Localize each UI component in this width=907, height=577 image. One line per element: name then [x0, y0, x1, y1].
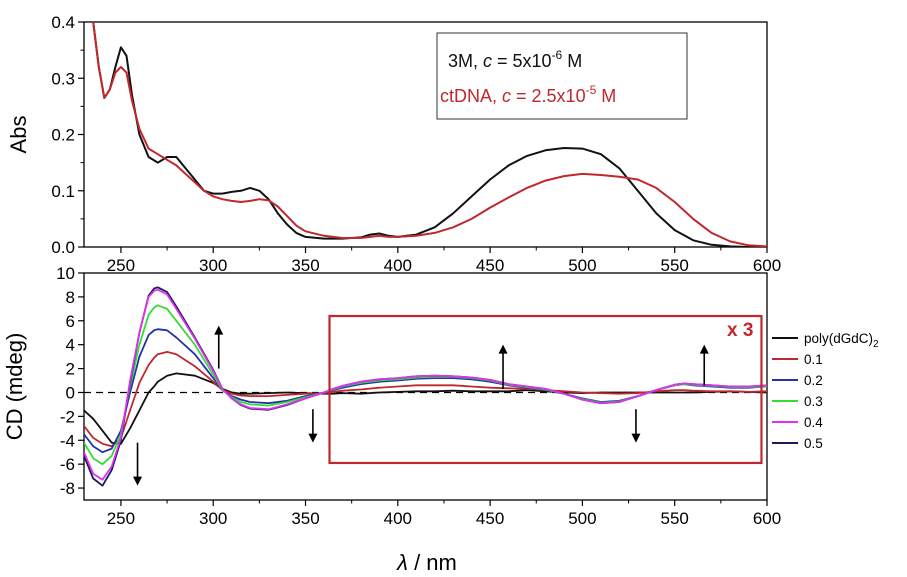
change-arrow-head: [308, 433, 318, 443]
y-tick-label: -6: [60, 455, 75, 474]
y-tick-label: 0: [66, 383, 75, 402]
cd-series-line: [84, 372, 767, 445]
x-axis-label: λ / nm: [396, 550, 457, 575]
cd-series-line: [84, 351, 767, 448]
x-tick-label: 300: [199, 256, 227, 275]
legend-text-part: M: [562, 51, 582, 71]
y-tick-label: -4: [60, 431, 75, 450]
x-axis-label-symbol: λ: [396, 550, 408, 575]
legend-text-part: ctDNA,: [440, 86, 502, 106]
abs-legend-box: [436, 32, 688, 120]
legend-text-part: poly(dGdC): [804, 331, 873, 346]
y-tick-label: 8: [66, 288, 75, 307]
legend-text-part: 2: [873, 339, 879, 350]
y-tick-label: 0.2: [51, 126, 75, 145]
legend-text-part: c: [502, 86, 511, 106]
cd-legend-entry: 0.1: [804, 352, 823, 367]
x-tick-label: 600: [753, 509, 781, 528]
cd-legend-entry: 0.4: [804, 415, 823, 430]
x-tick-label: 600: [753, 256, 781, 275]
x-tick-label: 250: [107, 256, 135, 275]
change-arrow-head: [699, 344, 709, 354]
x-tick-label: 550: [661, 509, 689, 528]
legend-text-part: -5: [586, 83, 597, 97]
x-tick-label: 350: [291, 256, 319, 275]
y-tick-label: 0.4: [51, 13, 75, 32]
x-tick-label: 400: [384, 509, 412, 528]
cd-legend-entry: 0.5: [804, 436, 823, 451]
abs-legend-entry: ctDNA, c = 2.5x10-5 M: [440, 83, 616, 106]
y-tick-label: 0.0: [51, 238, 75, 257]
legend-text-part: -6: [552, 48, 563, 62]
legend-text-part: M: [596, 86, 616, 106]
x-tick-label: 400: [384, 256, 412, 275]
plot-frame: [83, 272, 768, 501]
change-arrow-head: [133, 476, 143, 486]
legend-text-part: 0.4: [804, 415, 823, 430]
change-arrow-head: [498, 344, 508, 354]
y-tick-label: 0.1: [51, 182, 75, 201]
cd-legend-entry: 0.3: [804, 394, 823, 409]
y-tick-label: 4: [66, 336, 75, 355]
y-axis-label: Abs: [6, 116, 31, 154]
x-tick-label: 300: [199, 509, 227, 528]
legend-text-part: c: [483, 51, 492, 71]
cd-series-line: [84, 288, 767, 481]
x-tick-label: 450: [476, 509, 504, 528]
cd-legend-entry: poly(dGdC)2: [804, 331, 879, 350]
magnified-region-box: [328, 314, 763, 465]
y-tick-label: 0.3: [51, 69, 75, 88]
abs-series-line: [92, 22, 767, 247]
x-tick-label: 550: [661, 256, 689, 275]
legend-text-part: 0.3: [804, 394, 823, 409]
legend-text-part: 0.5: [804, 436, 823, 451]
x-tick-label: 250: [107, 509, 135, 528]
change-arrow-head: [631, 433, 641, 443]
legend-text-part: = 5x10: [492, 51, 552, 71]
x-axis-label-unit: / nm: [408, 550, 457, 575]
cd-legend-entry: 0.2: [804, 373, 823, 388]
y-tick-label: 6: [66, 312, 75, 331]
legend-text-part: 3M,: [448, 51, 483, 71]
y-tick-label: -8: [60, 479, 75, 498]
x-tick-label: 500: [568, 256, 596, 275]
magnification-label: x 3: [727, 320, 753, 341]
y-axis-label: CD (mdeg): [2, 333, 27, 441]
y-tick-label: 10: [56, 264, 75, 283]
change-arrow-head: [214, 325, 224, 335]
legend-text-part: 0.2: [804, 373, 823, 388]
abs-series-line: [92, 22, 767, 247]
y-tick-label: -2: [60, 407, 75, 426]
absorbance-panel: 250 300 350 400 450 500 550 600 0.0 0.1 0.2 0.3 0.4 A…: [6, 13, 781, 275]
y-tick-label: 2: [66, 360, 75, 379]
x-tick-label: 350: [291, 509, 319, 528]
legend-text-part: = 2.5x10: [511, 86, 586, 106]
x-tick-label: 500: [568, 509, 596, 528]
legend-text-part: 0.1: [804, 352, 823, 367]
abs-legend-entry: 3M, c = 5x10-6 M: [448, 48, 582, 71]
x-tick-label: 450: [476, 256, 504, 275]
cd-panel: 250 300 350 400 450 500 550 600 -8 -6 -4 -2 0 2 4 6 8 10 C…: [2, 264, 879, 575]
